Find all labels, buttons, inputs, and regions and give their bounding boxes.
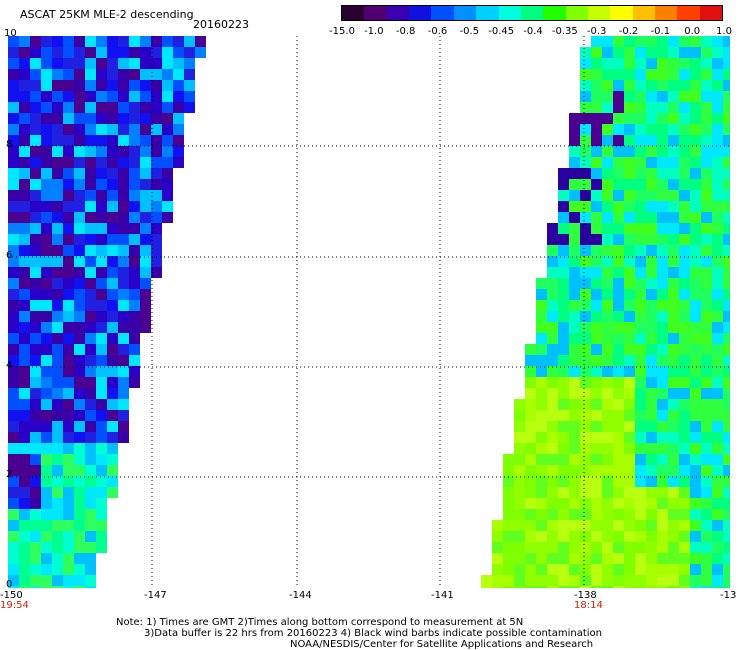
time-label-left: 19:54 (0, 600, 29, 611)
color-scale-label: -0.6 (427, 26, 448, 37)
y-tick-label: 8 (6, 139, 13, 150)
color-scale-bar (341, 5, 723, 21)
color-scale-swatch (610, 6, 633, 20)
map-date: 20160223 (193, 18, 249, 31)
color-scale-swatch (431, 6, 454, 20)
x-tick-label: -138 (574, 590, 597, 601)
color-scale-label: -15.0 (329, 26, 355, 37)
y-tick-label: 6 (6, 250, 13, 261)
color-scale-swatch (364, 6, 387, 20)
color-scale-label: 1.0 (716, 26, 732, 37)
color-scale-swatch (699, 6, 723, 20)
footer-note-line1: Note: 1) Times are GMT 2)Times along bot… (116, 617, 524, 628)
color-scale-label: -0.2 (618, 26, 639, 37)
graticule (8, 36, 730, 588)
swath-map (8, 36, 730, 588)
color-scale-label: 0.0 (684, 26, 701, 37)
color-scale-swatch (409, 6, 432, 20)
color-scale-swatch (655, 6, 678, 20)
color-scale-label: -0.35 (551, 26, 578, 37)
color-scale-label: -0.45 (488, 26, 515, 37)
color-scale-swatch (476, 6, 499, 20)
x-tick-label: -150 (0, 590, 23, 601)
color-scale-label: -0.4 (523, 26, 543, 37)
y-tick-label: 10 (4, 28, 17, 39)
x-tick-label: -147 (144, 590, 167, 601)
color-scale-swatch (453, 6, 477, 20)
color-scale-label: -0.1 (650, 26, 671, 37)
color-scale-label: -0.5 (459, 26, 480, 37)
color-scale-label: -1.0 (364, 26, 384, 37)
color-scale-swatch (587, 6, 611, 20)
wind-swath-layer (8, 36, 730, 588)
x-tick-label: -144 (289, 590, 312, 601)
color-scale-label: -0.8 (395, 26, 416, 37)
color-scale-swatch (342, 6, 365, 20)
color-scale-swatch (677, 6, 700, 20)
footer-note-line3: NOAA/NESDIS/Center for Satellite Applica… (290, 639, 594, 650)
x-tick-label: -13 (720, 590, 737, 601)
color-scale-swatch (386, 6, 410, 20)
footer-note-line2: 3)Data buffer is 22 hrs from 20160223 4)… (144, 628, 602, 639)
color-scale-swatch (632, 6, 656, 20)
color-scale-label: -0.3 (586, 26, 607, 37)
color-scale-swatch (498, 6, 521, 20)
map-title: ASCAT 25KM MLE-2 descending (20, 8, 194, 21)
time-label-right: 18:14 (574, 600, 603, 611)
y-tick-label: 4 (6, 360, 13, 371)
y-tick-label: 0 (6, 579, 13, 590)
color-scale-swatch (565, 6, 588, 20)
color-scale-swatch (543, 6, 566, 20)
color-scale-labels: -15.0 -1.0 -0.8 -0.6 -0.5 -0.45 -0.4 -0.35 -0.3-… (320, 26, 740, 38)
x-tick-label: -141 (431, 590, 454, 601)
color-scale-swatch (520, 6, 544, 20)
y-tick-label: 2 (6, 469, 13, 480)
